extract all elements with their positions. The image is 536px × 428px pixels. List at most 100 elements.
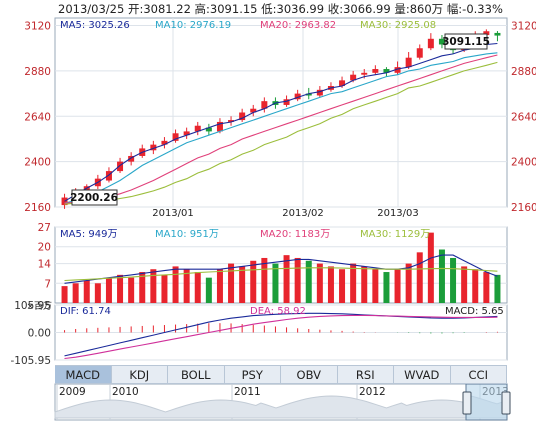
volume-bar [372,269,379,303]
quote-close: 收:3066.99 [327,2,391,16]
macd-ytick: -105.95 [10,355,51,367]
timeline-overview-area [54,395,508,419]
timeline-year-label: 2009 [59,386,86,398]
quote-high: 高:3091.15 [194,2,258,16]
tab-cci[interactable]: CCI [451,366,507,383]
price-ytick-right: 3120 [511,21,536,33]
volume-bar [361,266,368,303]
macd-dea-line [64,314,498,360]
price-ytick-left: 2400 [24,157,51,169]
timeline-left-handle[interactable] [462,391,472,415]
ma-line-ma20 [64,54,498,204]
candle-body [427,38,434,49]
volume-ytick: 14 [38,259,52,271]
volume-unit: ×百万 [26,301,52,312]
tab-macd[interactable]: MACD [55,366,112,383]
candle-body [316,89,323,96]
macd-legend-dif: DIF: 61.74 [60,306,111,317]
price-xtick: 2013/03 [377,208,419,219]
candle-body [483,31,490,36]
volume-legend-ma10: MA10: 951万 [155,229,219,240]
volume-bar [216,269,223,303]
candle-body [494,32,501,36]
macd-dif-line [64,312,498,357]
price-ytick-left: 2160 [24,202,51,214]
timeline-year-label: 2011 [234,386,261,398]
indicator-tabs: MACD KDJ BOLL PSY OBV RSI WVAD CCI [55,365,507,384]
tab-kdj[interactable]: KDJ [112,366,168,383]
tab-boll[interactable]: BOLL [168,366,225,383]
macd-ytick: 105.95 [14,300,51,312]
volume-bar [117,274,124,303]
price-xtick: 2013/01 [152,208,194,219]
volume-ytick: 27 [38,222,51,234]
quote-volume: 量:860万 [394,2,444,16]
volume-bar [239,266,246,303]
timeline-navigator[interactable]: 20092010201120122013 [54,383,511,421]
price-ytick-left: 2640 [24,111,51,123]
low-annotation-box [71,189,118,206]
price-frame [54,17,508,208]
candle-body [250,108,257,113]
volume-bar [316,263,323,303]
candle-body [405,57,412,68]
tab-wvad[interactable]: WVAD [394,366,451,383]
volume-bar [272,263,279,303]
macd-legend-macd: MACD: 5.65 [445,306,504,317]
volume-bar [461,266,468,303]
quote-header: 2013/03/25 开:3081.22 高:3091.15 低:3036.99… [58,1,503,17]
candle-body [416,48,423,58]
candle-body [183,131,190,136]
price-ytick-right: 2400 [511,157,536,169]
price-legend-ma20: MA20: 2963.82 [260,20,336,31]
quote-date: 2013/03/25 [58,2,125,16]
timeline-range-selection [465,383,508,421]
volume-bar [194,272,201,303]
macd-ytick: 0.00 [28,328,51,340]
volume-panel: 27 20 14 7 ×百万 MA5: 949万 MA10: 951万 MA20: 1183万… [26,222,508,312]
high-annotation-text: 3091.15 [442,36,490,48]
candle-body [438,38,445,45]
price-ytick-right: 2160 [511,202,536,214]
candle-body [194,125,201,132]
candle-body [216,121,223,132]
volume-ytick: 20 [38,242,51,254]
price-legend-ma5: MA5: 3025.26 [60,20,130,31]
timeline-right-handle[interactable] [501,391,511,415]
candle-body [239,112,246,121]
volume-bar [72,283,79,303]
macd-panel: 105.95 0.00 -105.95 DIF: 61.74 DEA: 58.92 MAC… [10,300,508,367]
candle-body [294,93,301,100]
ma-line-ma10 [64,52,498,204]
volume-bar [294,257,301,303]
tab-psy[interactable]: PSY [225,366,281,383]
volume-bar [405,263,412,303]
ma-line-ma5 [64,42,498,202]
volume-ytick: 7 [44,278,51,290]
volume-bar [327,266,334,303]
tab-rsi[interactable]: RSI [338,366,394,383]
volume-legend-ma30: MA30: 1129万 [360,229,430,240]
volume-bar [172,266,179,303]
price-ytick-right: 2640 [511,111,536,123]
volume-bar [427,232,434,303]
candle-body [161,140,168,145]
volume-bar [205,277,212,303]
volume-bar [394,269,401,303]
candle-body [339,80,346,87]
candle-body [394,67,401,73]
volume-bar [250,260,257,303]
candle-body [305,93,312,96]
quote-change: 幅:-0.33% [446,2,503,16]
candle-body [372,69,379,73]
tab-obv[interactable]: OBV [281,366,338,383]
volume-legend-ma5: MA5: 949万 [60,229,117,240]
high-annotation-box [444,33,488,50]
price-ytick-right: 2880 [511,66,536,78]
volume-bar [261,257,268,303]
volume-bar [105,277,112,303]
volume-ma-ma30 [64,267,498,282]
volume-bar [416,252,423,303]
